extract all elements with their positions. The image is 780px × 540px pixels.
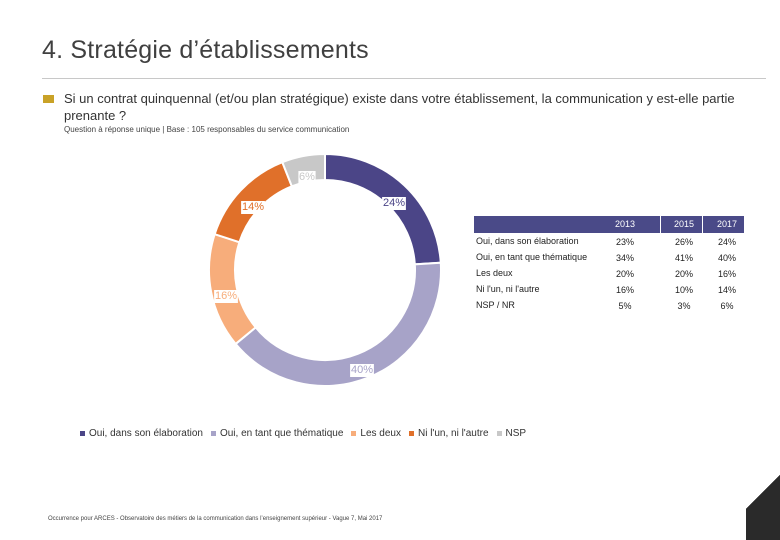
legend-item: Ni l'un, ni l'autre xyxy=(408,428,489,439)
trend-table: 2013 2015 2017 Oui, dans son élaboration 23… xyxy=(474,216,744,313)
table-header-separator xyxy=(702,216,703,233)
legend-swatch xyxy=(351,431,357,436)
legend-label: Oui, en tant que thématique xyxy=(219,428,344,439)
table-cell: 20% xyxy=(615,269,634,279)
legend-swatch xyxy=(496,431,502,436)
table-cell: 6% xyxy=(720,301,734,311)
table-header: 2013 2015 2017 xyxy=(474,216,744,233)
legend-label: NSP xyxy=(505,428,527,439)
table-cell: 26% xyxy=(674,237,693,247)
slice-label: 6% xyxy=(299,171,315,183)
slice-label-bg xyxy=(382,197,406,210)
table-cell: 23% xyxy=(615,237,634,247)
donut-slice xyxy=(234,261,442,387)
table-cell: 14% xyxy=(717,285,736,295)
table-cell: 16% xyxy=(615,285,634,295)
slice-label: 14% xyxy=(242,201,264,213)
footer-source: Occurrence pour ARCES - Observatoire des… xyxy=(48,516,383,522)
legend-label: Ni l'un, ni l'autre xyxy=(417,428,489,439)
table-cell: 34% xyxy=(615,253,634,263)
legend-item: NSP xyxy=(496,428,527,439)
table-row: Oui, en tant que thématique 34% 41% 40% xyxy=(474,249,744,265)
table-column-header: 2015 xyxy=(673,219,695,229)
table-row-label: Ni l'un, ni l'autre xyxy=(476,284,540,294)
chart-legend: Oui, dans son élaboration Oui, en tant qu… xyxy=(80,428,534,439)
slice-label-bg xyxy=(350,364,374,377)
table-cell: 24% xyxy=(717,237,736,247)
table-header-separator xyxy=(660,216,661,233)
table-cell: 16% xyxy=(717,269,736,279)
legend-label: Les deux xyxy=(360,428,401,439)
slice-label-bg xyxy=(241,201,265,214)
table-column-header: 2017 xyxy=(716,219,738,229)
table-row: Ni l'un, ni l'autre 16% 10% 14% xyxy=(474,281,744,297)
table-row: NSP / NR 5% 3% 6% xyxy=(474,297,744,313)
table-row-label: Oui, dans son élaboration xyxy=(476,236,579,246)
table-cell: 3% xyxy=(677,301,691,311)
legend-label: Oui, dans son élaboration xyxy=(89,428,203,439)
table-row-label: Les deux xyxy=(476,268,513,278)
legend-item: Oui, dans son élaboration xyxy=(80,428,203,439)
legend-swatch xyxy=(210,431,216,436)
table-row: Oui, dans son élaboration 23% 26% 24% xyxy=(474,233,744,249)
table-cell: 5% xyxy=(618,301,632,311)
legend-swatch xyxy=(80,431,85,436)
table-cell: 40% xyxy=(717,253,736,263)
base-note: Question à réponse unique | Base : 105 r… xyxy=(64,125,350,134)
table-column-header: 2013 xyxy=(614,219,636,229)
corner-decoration xyxy=(746,465,780,540)
title-divider xyxy=(42,78,766,79)
table-row-label: Oui, en tant que thématique xyxy=(476,252,588,262)
table-cell: 41% xyxy=(674,253,693,263)
legend-item: Les deux xyxy=(351,428,401,439)
slice-label: 40% xyxy=(351,364,373,376)
slice-label-bg xyxy=(214,290,238,303)
page-title: 4. Stratégie d’établissements xyxy=(42,36,369,64)
legend-swatch xyxy=(408,431,414,436)
table-header-bar xyxy=(474,216,744,233)
question-text: Si un contrat quinquennal (et/ou plan st… xyxy=(64,91,735,123)
slice-label-bg xyxy=(298,171,316,184)
table-cell: 20% xyxy=(674,269,693,279)
legend-item: Oui, en tant que thématique xyxy=(210,428,344,439)
slice-label: 16% xyxy=(215,290,237,302)
table-row: Les deux 20% 20% 16% xyxy=(474,265,744,281)
slice-label: 24% xyxy=(383,197,405,209)
table-cell: 10% xyxy=(674,285,693,295)
bullet-icon xyxy=(43,95,54,103)
table-row-label: NSP / NR xyxy=(476,300,515,310)
